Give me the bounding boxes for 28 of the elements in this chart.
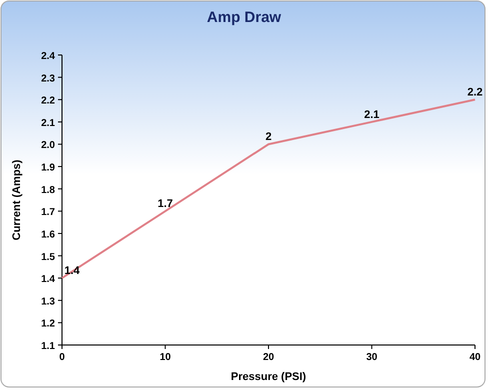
x-tick-label: 10 (160, 352, 172, 363)
data-label: 2.1 (364, 108, 380, 121)
y-tick-label: 2.3 (41, 73, 56, 84)
x-tick-label: 40 (469, 352, 481, 363)
y-tick-label: 2.4 (41, 51, 56, 62)
y-tick-label: 2.2 (41, 96, 56, 107)
data-label: 2 (265, 131, 272, 144)
y-tick-label: 1.7 (41, 207, 56, 218)
chart-title: Amp Draw (206, 9, 282, 26)
y-tick-label: 1.9 (41, 162, 56, 174)
y-tick-label: 2.0 (41, 140, 56, 152)
y-tick-label: 1.3 (41, 296, 56, 308)
y-tick-label: 1.4 (41, 274, 56, 286)
y-tick-label: 2.1 (41, 118, 56, 129)
x-axis-title: Pressure (PSI) (230, 371, 306, 383)
data-label: 1.7 (158, 198, 173, 210)
y-tick-label: 1.2 (41, 318, 56, 330)
data-label: 2.2 (467, 86, 483, 99)
x-tick-label: 0 (59, 352, 66, 363)
y-axis-title: Current (Amps) (11, 159, 23, 240)
data-label: 1.4 (64, 265, 81, 278)
x-tick-label: 30 (366, 352, 378, 363)
y-tick-label: 1.1 (41, 341, 56, 352)
y-tick-label: 1.6 (41, 229, 56, 240)
x-tick-label: 20 (262, 352, 274, 363)
y-tick-label: 1.8 (41, 184, 56, 196)
y-tick-label: 1.5 (41, 252, 56, 263)
line-series (61, 98, 476, 280)
